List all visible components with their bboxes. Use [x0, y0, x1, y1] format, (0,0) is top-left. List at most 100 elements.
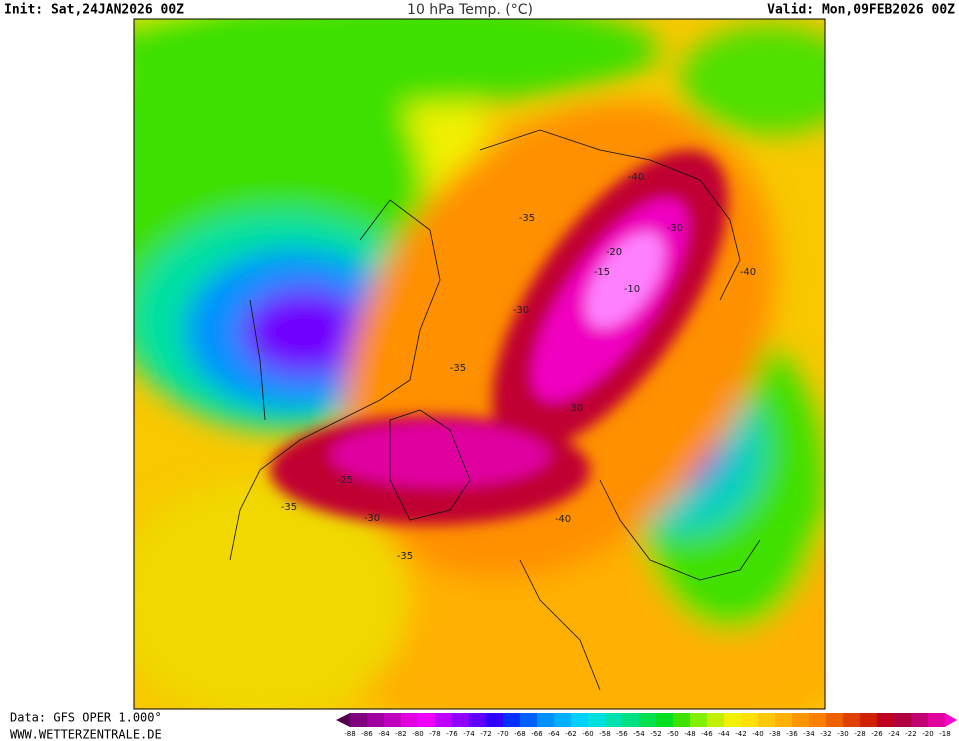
color-bar-swatch: [503, 713, 521, 727]
color-bar-swatch: [605, 713, 623, 727]
contour-label: -30: [513, 305, 529, 316]
color-bar-label: -76: [446, 730, 458, 738]
color-bar-swatch: [367, 713, 385, 727]
color-bar-label: -54: [633, 730, 645, 738]
color-bar-swatch: [384, 713, 402, 727]
color-bar-label: -80: [412, 730, 423, 738]
contour-label: -35: [519, 213, 535, 224]
contour-label: -20: [606, 247, 622, 258]
color-bar-label: -66: [531, 730, 543, 738]
contour-label: -30: [667, 223, 683, 234]
color-bar-swatch: [435, 713, 453, 727]
color-bar-label: -42: [735, 730, 746, 738]
color-bar-arrow: [336, 713, 350, 727]
contour-label: -40: [628, 172, 644, 183]
contour-label: -25: [337, 475, 353, 486]
color-bar-label: -74: [463, 730, 475, 738]
color-bar-label: -38: [769, 730, 780, 738]
cold-vortex: [270, 150, 728, 525]
website: WWW.WETTERZENTRALE.DE: [10, 728, 162, 741]
coastlines: [229, 129, 761, 691]
color-bar-label: -72: [480, 730, 491, 738]
color-bar-label: -32: [820, 730, 831, 738]
color-bar-label: -36: [786, 730, 798, 738]
color-bar-swatch: [741, 713, 759, 727]
color-bar-label: -48: [684, 730, 695, 738]
color-bar-swatch: [809, 713, 827, 727]
color-bar-label: -30: [837, 730, 848, 738]
contour-labels: -40 -35 -30 -20 -15 -10 -40 -30 -35 -30 -25 -35 -30 -…: [281, 172, 756, 562]
color-bar-label: -82: [395, 730, 406, 738]
color-bar-swatch: [792, 713, 810, 727]
color-bar-arrow: [945, 713, 957, 727]
color-bar-label: -58: [599, 730, 610, 738]
temperature-field: [134, 19, 825, 709]
valid-time: Valid: Mon,09FEB2026 00Z: [767, 3, 955, 18]
color-bar-swatch: [928, 713, 946, 727]
map-frame: [133, 18, 826, 710]
color-bar-swatch: [571, 713, 589, 727]
color-bar-swatch: [452, 713, 470, 727]
color-bar-label: -22: [905, 730, 916, 738]
color-bar-label: -84: [378, 730, 390, 738]
color-bar-label: -26: [871, 730, 883, 738]
contour-label: -30: [567, 403, 583, 414]
color-bar-swatch: [469, 713, 487, 727]
color-bar-label: -46: [701, 730, 713, 738]
color-bar-label: -18: [939, 730, 950, 738]
color-bar-swatch: [894, 713, 912, 727]
color-bar-swatch: [350, 713, 368, 727]
color-bar-swatch: [639, 713, 657, 727]
init-time: Init: Sat,24JAN2026 00Z: [4, 3, 184, 18]
color-bar-label: -56: [616, 730, 628, 738]
contour-label: -35: [397, 551, 413, 562]
contour-label: -15: [594, 267, 610, 278]
contour-label: -30: [364, 513, 380, 524]
color-bar-label: -64: [548, 730, 560, 738]
color-bar-label: -86: [361, 730, 373, 738]
contour-label: -10: [624, 284, 640, 295]
contour-label: -35: [450, 363, 466, 374]
color-bar-label: -70: [497, 730, 508, 738]
color-bar-swatch: [520, 713, 538, 727]
map-title: 10 hPa Temp. (°C): [407, 2, 533, 18]
contour-label: -40: [740, 267, 756, 278]
color-bar-swatch: [401, 713, 419, 727]
color-bar-swatch: [622, 713, 640, 727]
color-bar-swatch: [826, 713, 844, 727]
color-bar-swatch: [724, 713, 742, 727]
color-bar-label: -44: [718, 730, 730, 738]
color-bar-swatch: [656, 713, 674, 727]
color-bar-swatch: [673, 713, 691, 727]
color-bar-swatch: [588, 713, 606, 727]
color-bar-label: -60: [582, 730, 593, 738]
color-bar-swatch: [707, 713, 725, 727]
color-bar-label: -28: [854, 730, 865, 738]
map-field: -40 -35 -30 -20 -15 -10 -40 -30 -35 -30 -25 -35 -30 -…: [134, 19, 825, 709]
color-bar-swatch: [690, 713, 708, 727]
color-bar-swatch: [418, 713, 436, 727]
contour-label: -40: [555, 514, 571, 525]
contour-label: -35: [281, 502, 297, 513]
color-bar-swatch: [911, 713, 929, 727]
color-bar-label: -20: [922, 730, 933, 738]
color-bar-label: -50: [667, 730, 678, 738]
color-bar-swatch: [860, 713, 878, 727]
color-bar-swatch: [758, 713, 776, 727]
color-bar-label: -68: [514, 730, 525, 738]
color-bar-swatch: [554, 713, 572, 727]
color-bar-label: -40: [752, 730, 763, 738]
color-bar-label: -88: [344, 730, 355, 738]
color-bar-swatch: [877, 713, 895, 727]
color-bar-label: -24: [888, 730, 900, 738]
color-bar-label: -34: [803, 730, 815, 738]
color-bar-label: -62: [565, 730, 576, 738]
color-bar-swatch: [486, 713, 504, 727]
data-source: Data: GFS OPER 1.000°: [10, 711, 162, 725]
color-bar-swatch: [537, 713, 555, 727]
color-bar-label: -52: [650, 730, 661, 738]
color-bar: -88 -86 -84 -82 -80 -78 -76 -74 -72 -70 -68 -66 -64-…: [336, 713, 957, 738]
color-bar-swatch: [843, 713, 861, 727]
color-bar-label: -78: [429, 730, 440, 738]
